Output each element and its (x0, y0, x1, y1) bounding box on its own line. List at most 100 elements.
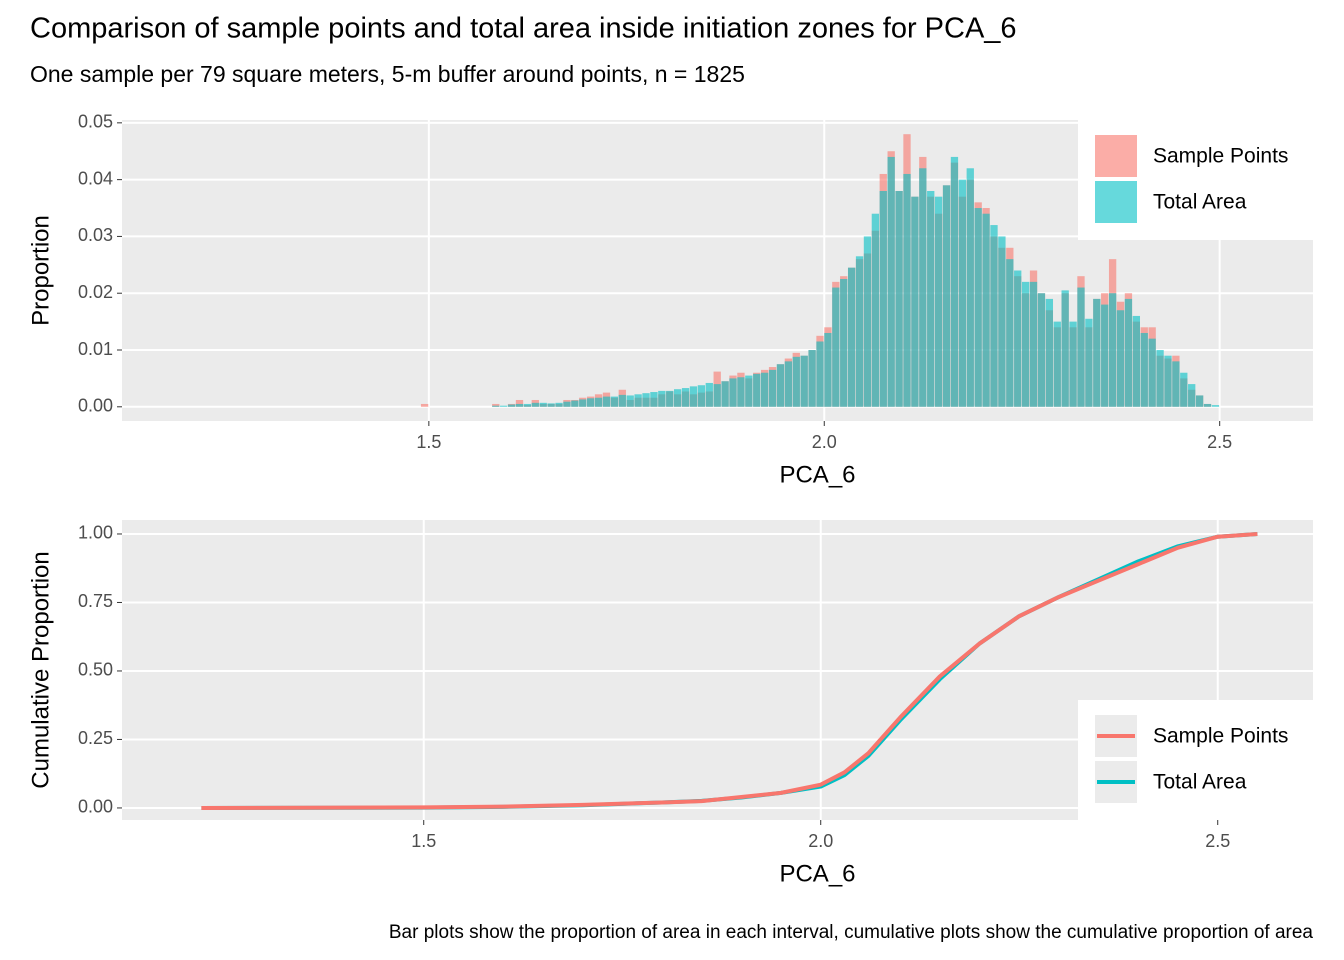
bar (879, 190, 887, 407)
y-tick-label: 0.25 (78, 728, 113, 748)
bar (1077, 287, 1085, 407)
x-tick-label: 1.5 (411, 831, 436, 851)
bar (729, 378, 737, 407)
bar (571, 400, 579, 407)
bar (919, 168, 927, 407)
bar (721, 381, 729, 407)
bar (642, 393, 650, 407)
bar (1108, 293, 1117, 407)
bar (650, 392, 658, 407)
legend-key (1095, 135, 1137, 177)
bar (863, 236, 872, 407)
y-axis-label: Cumulative Proportion (27, 551, 54, 788)
bar (768, 369, 777, 407)
bar (887, 156, 895, 407)
bar (681, 388, 690, 407)
bar (1116, 310, 1125, 407)
bar (1124, 298, 1133, 407)
legend-label: Total Area (1153, 771, 1247, 794)
bar (950, 156, 959, 407)
y-tick-label: 0.75 (78, 591, 113, 611)
bar (492, 405, 500, 407)
bar (974, 208, 982, 407)
bar (942, 185, 951, 407)
caption: Bar plots show the proportion of area in… (389, 922, 1314, 943)
y-tick-label: 0.02 (78, 282, 113, 302)
bar (784, 361, 793, 407)
bar (753, 373, 761, 407)
x-axis-label: PCA_6 (779, 461, 855, 488)
bar (634, 394, 642, 407)
bar (531, 402, 539, 407)
bar (760, 372, 769, 407)
bar (594, 397, 603, 407)
bar (1195, 395, 1204, 407)
bar (666, 390, 674, 407)
bar (515, 403, 524, 407)
bar (832, 287, 840, 407)
bar (1180, 372, 1188, 407)
bar (824, 332, 832, 407)
bar (911, 196, 919, 407)
bar (1021, 281, 1030, 407)
bar (1148, 338, 1156, 407)
bar (579, 399, 587, 407)
bar (1006, 259, 1014, 407)
x-tick-label: 2.5 (1207, 432, 1232, 452)
bar (1085, 318, 1093, 407)
bar (1164, 355, 1172, 407)
bar (713, 384, 721, 407)
bar (618, 394, 626, 407)
y-tick-label: 0.03 (78, 225, 113, 245)
bar (1188, 384, 1196, 407)
y-tick-label: 0.00 (78, 396, 113, 416)
y-tick-label: 0.01 (78, 339, 113, 359)
bar (745, 375, 753, 407)
bar (737, 377, 745, 407)
y-tick-label: 1.00 (78, 523, 113, 543)
x-axis-label: PCA_6 (779, 860, 855, 887)
bar (1093, 298, 1101, 407)
bar (705, 382, 713, 407)
bar (507, 404, 516, 407)
bar (689, 386, 698, 407)
bar (1061, 290, 1069, 407)
bar (966, 168, 974, 407)
bar (1069, 321, 1077, 407)
bar (420, 403, 429, 407)
bar (776, 364, 785, 407)
bar (539, 402, 547, 407)
bar (808, 350, 816, 407)
bar (602, 396, 611, 407)
bar (587, 398, 595, 407)
chart-subtitle: One sample per 79 square meters, 5-m buf… (30, 61, 745, 87)
x-tick-label: 1.5 (416, 432, 441, 452)
line (201, 531, 1258, 810)
bar (500, 405, 508, 407)
bar (927, 190, 935, 407)
bar (515, 399, 524, 407)
legend-key (1095, 181, 1137, 223)
bar (1156, 350, 1164, 407)
bar (1037, 293, 1046, 407)
bar (563, 401, 571, 407)
legend-label: Total Area (1153, 191, 1247, 214)
bar (1172, 361, 1180, 407)
bar (674, 389, 682, 407)
bar (855, 256, 864, 407)
bar (555, 402, 563, 407)
x-tick-label: 2.0 (808, 831, 833, 851)
bar (800, 355, 808, 407)
bar (1053, 321, 1061, 407)
bar (492, 403, 500, 407)
bar (816, 341, 824, 407)
bar (1045, 298, 1054, 407)
bar (982, 213, 990, 407)
bar (1203, 403, 1212, 407)
bar (697, 385, 706, 407)
bar (1211, 405, 1220, 407)
bar (626, 395, 634, 407)
y-tick-label: 0.00 (78, 797, 113, 817)
bar (990, 225, 998, 407)
